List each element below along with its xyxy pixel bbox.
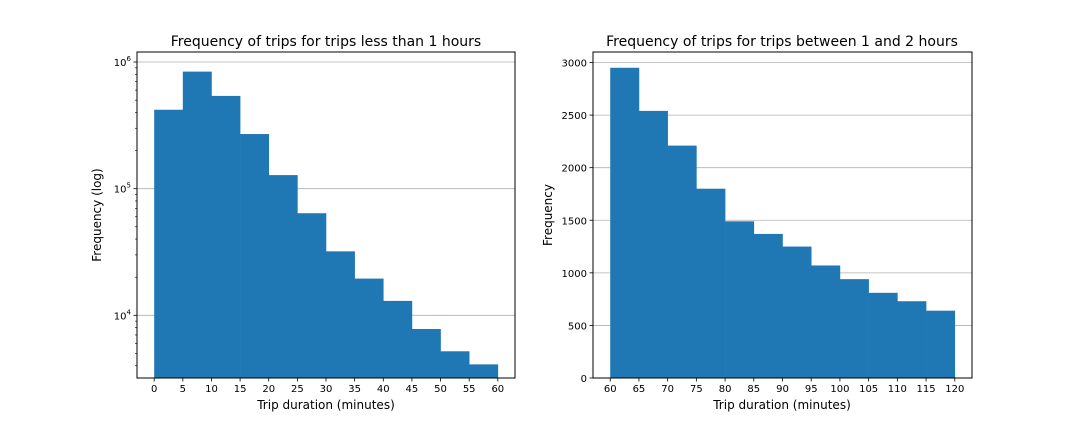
chart-right-y-tick-label: 2500 — [562, 111, 587, 122]
chart-left-x-tick-label: 35 — [348, 384, 361, 395]
chart-left-x-tick-label: 45 — [406, 384, 419, 395]
chart-left-bar — [440, 351, 470, 378]
chart-left-bars — [154, 71, 499, 378]
chart-right: 60 65 70 75 80 85 90 95 100 105 110 115 120 0 500 1000… — [541, 34, 973, 412]
chart-left-bar — [469, 364, 499, 378]
chart-left-x-tick-label: 5 — [180, 384, 186, 395]
chart-right-y-tick-label: 3000 — [562, 59, 587, 70]
chart-left-bar — [383, 300, 413, 378]
chart-right-bar — [897, 301, 927, 378]
chart-right-bar — [868, 292, 898, 378]
chart-right-x-tick-label: 75 — [690, 384, 703, 395]
chart-right-x-tick-label: 120 — [945, 384, 964, 395]
chart-right-x-axis-label: Trip duration (minutes) — [712, 398, 851, 412]
chart-left-x-tick-label: 25 — [291, 384, 304, 395]
chart-right-y-tick-label: 1500 — [562, 216, 587, 227]
chart-left-x-tick-label: 40 — [377, 384, 390, 395]
chart-right-bar — [839, 279, 869, 378]
chart-left-y-tick-label: 104 — [114, 308, 132, 322]
chart-left-x-axis-label: Trip duration (minutes) — [256, 398, 395, 412]
chart-right-y-tick-label: 500 — [568, 321, 587, 332]
chart-left-bar — [268, 175, 298, 378]
chart-left-x-tick-label: 10 — [205, 384, 218, 395]
chart-right-x-tick-label: 70 — [661, 384, 674, 395]
chart-right-title: Frequency of trips for trips between 1 a… — [606, 34, 958, 50]
chart-right-bar — [667, 145, 697, 378]
chart-right-x-tick-label: 60 — [604, 384, 617, 395]
chart-right-y-tick-label: 1000 — [562, 269, 587, 280]
chart-left-bar — [297, 213, 327, 378]
chart-right-x-tick-label: 100 — [830, 384, 849, 395]
chart-left-x-tick-label: 55 — [463, 384, 476, 395]
chart-right-bar — [610, 67, 640, 378]
chart-right-y-axis-label: Frequency — [541, 184, 555, 246]
chart-right-x-tick-label: 80 — [719, 384, 732, 395]
chart-left: 0 5 10 15 20 25 30 35 40 45 50 55 60 104 105 106 Frequ… — [90, 34, 516, 412]
chart-right-bar — [696, 188, 726, 378]
chart-left-y-axis-label: Frequency (log) — [90, 168, 104, 261]
chart-left-x-tick-label: 0 — [151, 384, 157, 395]
chart-left-bar — [411, 328, 441, 378]
chart-left-bar — [326, 251, 355, 378]
chart-left-title: Frequency of trips for trips less than 1… — [171, 34, 481, 50]
chart-right-x-tick-label: 110 — [888, 384, 907, 395]
chart-left-bar — [182, 71, 212, 378]
chart-right-x-tick-label: 90 — [776, 384, 789, 395]
chart-right-x-tick-label: 115 — [917, 384, 936, 395]
chart-left-bar — [240, 134, 270, 378]
chart-right-x-tick-label: 65 — [633, 384, 646, 395]
chart-left-x-tick-label: 50 — [434, 384, 447, 395]
chart-right-y-tick-label: 0 — [581, 374, 587, 385]
chart-right-x-ticks: 60 65 70 75 80 85 90 95 100 105 110 115 120 — [604, 378, 964, 395]
chart-right-x-tick-label: 105 — [859, 384, 878, 395]
chart-left-x-tick-label: 60 — [491, 384, 504, 395]
chart-right-bar — [926, 310, 956, 378]
chart-left-y-tick-label: 106 — [114, 55, 132, 69]
chart-left-bar — [211, 95, 241, 378]
chart-right-bars — [610, 67, 956, 378]
chart-right-bar — [811, 265, 841, 378]
chart-right-y-tick-label: 2000 — [562, 164, 587, 175]
chart-left-bar — [354, 278, 384, 378]
chart-right-bar — [753, 233, 783, 378]
chart-right-bar — [725, 221, 755, 378]
chart-left-x-tick-label: 15 — [234, 384, 247, 395]
chart-left-y-tick-label: 105 — [114, 182, 131, 196]
chart-left-y-ticks: 104 105 106 — [114, 55, 137, 367]
chart-left-x-tick-label: 30 — [320, 384, 333, 395]
chart-left-x-ticks: 0 5 10 15 20 25 30 35 40 45 50 55 60 — [151, 378, 504, 395]
chart-right-bar — [638, 110, 668, 378]
chart-left-x-tick-label: 20 — [262, 384, 275, 395]
chart-right-y-ticks: 0 500 1000 1500 2000 2500 3000 — [562, 59, 593, 385]
chart-left-bar — [154, 109, 184, 378]
chart-right-x-tick-label: 85 — [747, 384, 760, 395]
chart-right-x-tick-label: 95 — [805, 384, 818, 395]
chart-right-bar — [782, 246, 812, 378]
